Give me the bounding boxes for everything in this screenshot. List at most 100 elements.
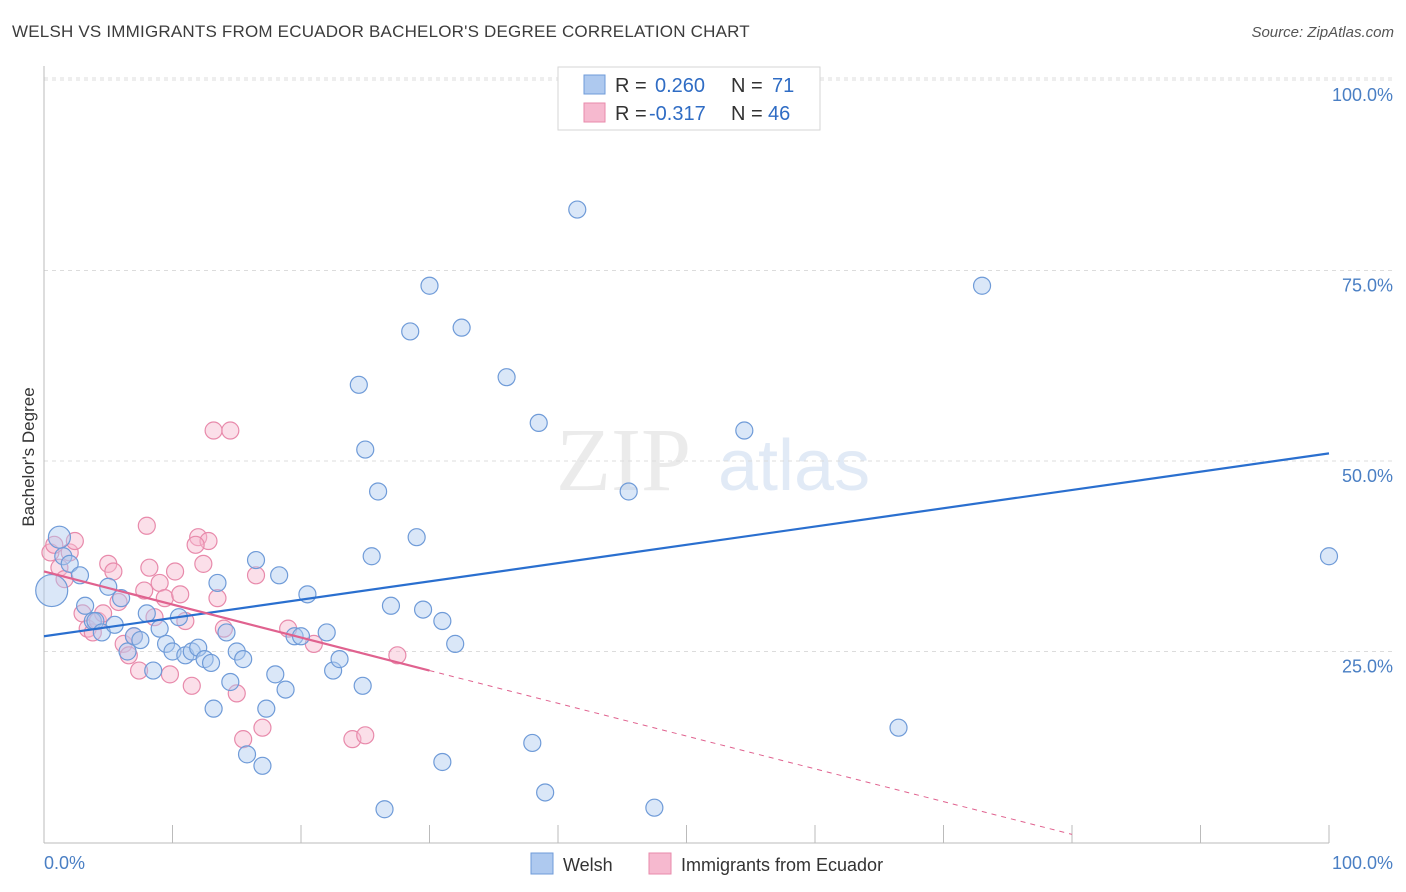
welsh-point bbox=[401, 322, 420, 341]
welsh-point bbox=[497, 368, 516, 387]
welsh-point bbox=[144, 661, 163, 680]
y-axis-label: Bachelor's Degree bbox=[19, 387, 38, 526]
welsh-point bbox=[257, 699, 276, 718]
welsh-point bbox=[131, 630, 150, 650]
ecuador-point bbox=[246, 566, 266, 585]
ecuador-legend-swatch bbox=[583, 102, 606, 123]
welsh-point bbox=[413, 600, 433, 619]
y-tick-label-25: 25.0% bbox=[1342, 657, 1393, 677]
ecuador-point bbox=[234, 730, 253, 749]
welsh-series-label: Welsh bbox=[563, 855, 613, 875]
welsh-points bbox=[35, 200, 1339, 819]
ecuador-point bbox=[135, 581, 154, 600]
welsh-point bbox=[536, 783, 555, 802]
welsh-point bbox=[433, 611, 452, 631]
welsh-point bbox=[375, 800, 394, 819]
welsh-r-value: 0.260 bbox=[655, 75, 705, 97]
welsh-point bbox=[35, 573, 69, 608]
welsh-point bbox=[246, 550, 266, 570]
welsh-point bbox=[111, 589, 131, 608]
ecuador-point bbox=[204, 421, 223, 440]
y-tick-labels: 25.0% 50.0% 75.0% 100.0% bbox=[1332, 85, 1393, 677]
welsh-point bbox=[150, 619, 169, 638]
welsh-point bbox=[237, 745, 257, 764]
welsh-point bbox=[60, 554, 79, 573]
welsh-point bbox=[204, 699, 223, 718]
ecuador-point bbox=[227, 684, 246, 703]
welsh-point bbox=[735, 421, 754, 440]
ecuador-r-value: -0.317 bbox=[649, 103, 706, 125]
ecuador-point bbox=[165, 562, 185, 581]
ecuador-point bbox=[94, 604, 113, 623]
welsh-point bbox=[381, 596, 401, 615]
ecuador-trend-extension bbox=[429, 670, 1073, 835]
ecuador-point bbox=[388, 646, 407, 665]
welsh-point bbox=[446, 634, 465, 653]
welsh-n-label: N = bbox=[731, 75, 763, 97]
welsh-point bbox=[349, 375, 368, 394]
ecuador-series-swatch bbox=[648, 852, 672, 875]
ecuador-point bbox=[104, 562, 123, 581]
welsh-point bbox=[118, 642, 137, 661]
welsh-point bbox=[407, 528, 426, 547]
welsh-point bbox=[356, 440, 375, 459]
axes bbox=[43, 66, 1330, 844]
chart-title: WELSH VS IMMIGRANTS FROM ECUADOR BACHELO… bbox=[12, 22, 750, 41]
welsh-point bbox=[330, 650, 349, 669]
welsh-legend-swatch bbox=[583, 74, 606, 95]
ecuador-point bbox=[150, 573, 169, 593]
chart-source: Source: ZipAtlas.com bbox=[1251, 24, 1394, 41]
welsh-point bbox=[189, 638, 208, 657]
welsh-point bbox=[270, 566, 289, 585]
stats-legend: R = 0.260 N = 71 R = -0.317 N = 46 bbox=[557, 66, 821, 131]
ecuador-point bbox=[186, 535, 205, 554]
ecuador-series-label: Immigrants from Ecuador bbox=[681, 855, 883, 875]
welsh-point bbox=[452, 318, 471, 337]
ecuador-point bbox=[182, 676, 201, 695]
welsh-point bbox=[523, 733, 542, 753]
ecuador-n-label: N = bbox=[731, 103, 763, 125]
welsh-point bbox=[420, 276, 439, 295]
ecuador-point bbox=[137, 516, 156, 535]
welsh-point bbox=[208, 573, 227, 593]
ecuador-point bbox=[356, 726, 375, 745]
welsh-point bbox=[1319, 547, 1339, 566]
ecuador-r-label: R = bbox=[615, 103, 647, 125]
welsh-point bbox=[889, 718, 908, 737]
welsh-point bbox=[317, 623, 336, 642]
y-tick-label-100: 100.0% bbox=[1332, 85, 1393, 105]
ecuador-point bbox=[194, 554, 213, 573]
welsh-point bbox=[137, 604, 156, 623]
welsh-trend-line bbox=[43, 452, 1330, 638]
welsh-series-swatch bbox=[530, 852, 554, 875]
trend-lines bbox=[43, 452, 1330, 835]
welsh-point bbox=[568, 200, 587, 219]
welsh-point bbox=[234, 650, 253, 669]
gridlines bbox=[44, 77, 1393, 652]
welsh-point bbox=[324, 661, 343, 680]
welsh-n-value: 71 bbox=[772, 75, 794, 97]
welsh-point bbox=[362, 547, 381, 566]
series-legend: Welsh Immigrants from Ecuador bbox=[530, 852, 883, 875]
y-tick-label-75: 75.0% bbox=[1342, 276, 1393, 296]
x-tick-label-min: 0.0% bbox=[44, 853, 85, 873]
welsh-point bbox=[972, 276, 992, 295]
welsh-point bbox=[156, 634, 176, 653]
welsh-point bbox=[266, 665, 285, 684]
welsh-point bbox=[201, 653, 221, 673]
ecuador-point bbox=[140, 558, 159, 577]
ecuador-point bbox=[160, 665, 180, 684]
ecuador-point bbox=[129, 661, 149, 680]
welsh-point bbox=[221, 672, 240, 692]
welsh-point bbox=[276, 680, 295, 699]
welsh-point bbox=[54, 547, 73, 566]
ecuador-point bbox=[221, 421, 240, 440]
ecuador-n-value: 46 bbox=[768, 103, 790, 125]
welsh-point bbox=[433, 752, 452, 772]
welsh-point bbox=[619, 482, 638, 501]
x-tick-label-max: 100.0% bbox=[1332, 853, 1393, 873]
welsh-point bbox=[47, 525, 72, 549]
welsh-point bbox=[353, 676, 372, 695]
welsh-r-label: R = bbox=[615, 75, 647, 97]
